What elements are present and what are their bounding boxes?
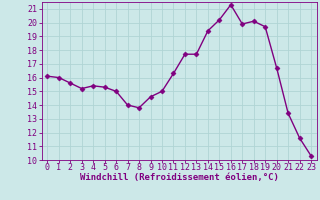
X-axis label: Windchill (Refroidissement éolien,°C): Windchill (Refroidissement éolien,°C)	[80, 173, 279, 182]
